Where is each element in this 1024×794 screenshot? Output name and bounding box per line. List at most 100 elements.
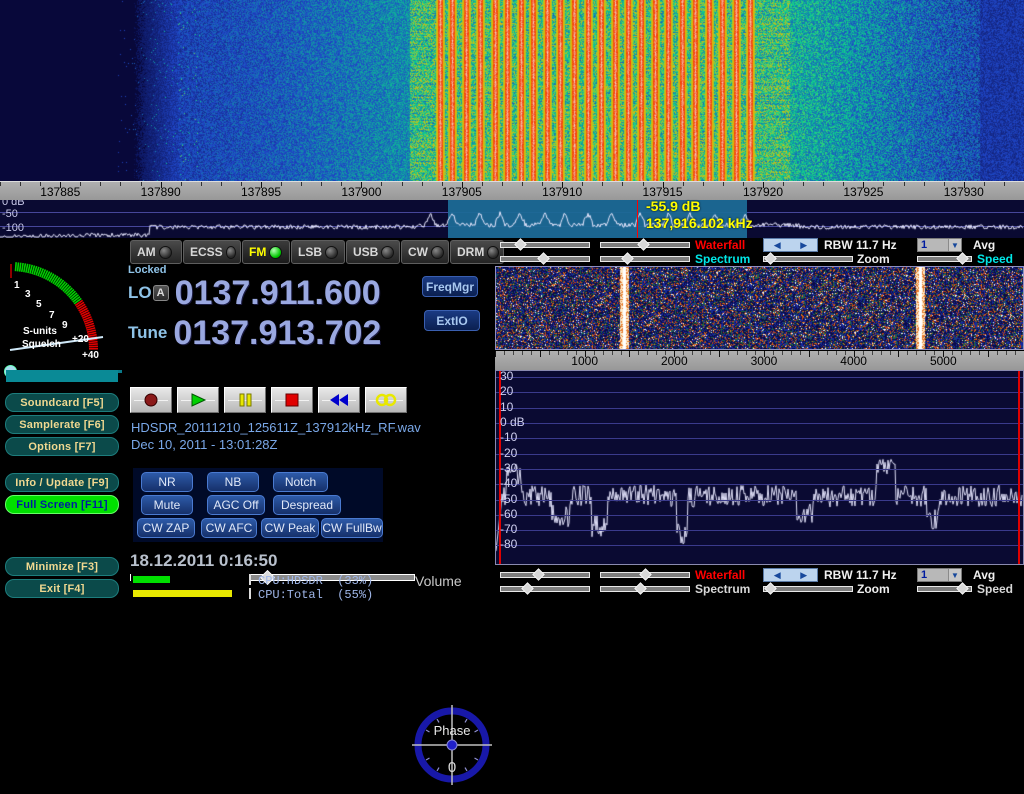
transport-controls[interactable] [130, 387, 407, 413]
chevron-down-icon[interactable]: ▼ [948, 569, 961, 581]
options-button[interactable]: Options [F7] [5, 437, 119, 456]
info-update-button[interactable]: Info / Update [F9] [5, 473, 119, 492]
af-waterfall-brightness-slider[interactable] [600, 569, 690, 580]
minimize-button[interactable]: Minimize [F3] [5, 557, 119, 576]
waterfall-brightness-knob[interactable] [637, 238, 649, 250]
mode-led-icon[interactable] [226, 246, 236, 259]
tune-frequency-value[interactable]: 0137.913.702 [173, 316, 381, 350]
spectrum-brightness-slider[interactable] [600, 253, 690, 264]
dsp-button-nb[interactable]: NB [207, 472, 259, 492]
speed-knob-top[interactable] [956, 252, 968, 264]
af-tick [970, 351, 971, 355]
dsp-button-notch[interactable]: Notch [273, 472, 328, 492]
dsp-button-nr[interactable]: NR [141, 472, 193, 492]
rf-waterfall-display[interactable] [0, 0, 1024, 181]
speed-slider-bottom[interactable] [917, 583, 972, 594]
loop-button[interactable] [365, 387, 407, 413]
cursor-frequency: 137,916.102 kHz [646, 215, 753, 232]
spectrum-contrast-slider[interactable] [500, 253, 590, 264]
mode-led-icon[interactable] [269, 246, 282, 259]
af-waterfall-display[interactable] [495, 266, 1024, 350]
waterfall-contrast-slider[interactable] [500, 239, 590, 250]
mode-led-icon[interactable] [431, 246, 444, 259]
af-waterfall-contrast-slider[interactable] [500, 569, 590, 580]
left-arrow-icon[interactable]: ◀ [774, 240, 781, 251]
dsp-button-cw-zap[interactable]: CW ZAP [137, 518, 195, 538]
left-arrow-icon[interactable]: ◀ [774, 570, 781, 581]
speed-knob-bottom[interactable] [956, 582, 968, 594]
af-spectrum-contrast-knob[interactable] [521, 582, 533, 594]
zoom-knob-bottom[interactable] [764, 582, 776, 594]
soundcard-button[interactable]: Soundcard [F5] [5, 393, 119, 412]
af-spectrum-brightness-slider[interactable] [600, 583, 690, 594]
mode-button-lsb[interactable]: LSB [291, 240, 345, 264]
mode-button-fm[interactable]: FM [242, 240, 290, 264]
mode-led-icon[interactable] [325, 246, 338, 259]
full-screen-button[interactable]: Full Screen [F11] [5, 495, 119, 514]
phase-display[interactable]: Phase 0 [408, 701, 496, 789]
spectrum-brightness-knob[interactable] [621, 252, 633, 264]
spectrum-mode-label[interactable]: Spectrum [695, 252, 750, 266]
af-waterfall-mode-label[interactable]: Waterfall [695, 568, 745, 582]
lo-tag: LO [128, 283, 152, 303]
samplerate-button[interactable]: Samplerate [F6] [5, 415, 119, 434]
lo-row[interactable]: LO A 0137.911.600 [128, 276, 381, 310]
dsp-button-agc-off[interactable]: AGC Off [207, 495, 265, 515]
pause-button[interactable] [224, 387, 266, 413]
af-tick [836, 351, 837, 355]
cursor-readout: -55.9 dB 137,916.102 kHz [646, 198, 753, 232]
rf-spectrum-display[interactable]: 0 dB -50 -100 [0, 200, 1024, 238]
mode-led-icon[interactable] [381, 246, 394, 259]
af-waterfall-brightness-knob[interactable] [639, 568, 651, 580]
mode-button-am[interactable]: AM [130, 240, 182, 264]
dsp-button-cw-peak[interactable]: CW Peak [261, 518, 319, 538]
lock-toggle-button[interactable]: A [153, 285, 169, 301]
mode-button-usb[interactable]: USB [346, 240, 400, 264]
rf-waterfall-canvas[interactable] [0, 0, 1024, 181]
rewind-button[interactable] [318, 387, 360, 413]
right-arrow-icon[interactable]: ▶ [800, 240, 807, 251]
freq-manager-button[interactable]: FreqMgr [422, 276, 478, 297]
zoom-slider-bottom[interactable] [763, 583, 853, 594]
af-waterfall-contrast-knob[interactable] [532, 568, 544, 580]
ext-io-button[interactable]: ExtIO [424, 310, 480, 331]
af-spectrum-contrast-slider[interactable] [500, 583, 590, 594]
dsp-button-cw-afc[interactable]: CW AFC [201, 518, 257, 538]
stop-button[interactable] [271, 387, 313, 413]
avg-dropdown-bottom[interactable]: 1 ▼ [917, 568, 962, 582]
avg-dropdown-top[interactable]: 1 ▼ [917, 238, 962, 252]
mode-led-icon[interactable] [159, 246, 172, 259]
vfo-marker-line[interactable] [637, 200, 638, 238]
exit-button[interactable]: Exit [F4] [5, 579, 119, 598]
zoom-knob-top[interactable] [764, 252, 776, 264]
spectrum-contrast-knob[interactable] [537, 252, 549, 264]
right-arrow-icon[interactable]: ▶ [800, 570, 807, 581]
play-button[interactable] [177, 387, 219, 413]
record-button[interactable] [130, 387, 172, 413]
speed-slider-top[interactable] [917, 253, 972, 264]
waterfall-brightness-slider[interactable] [600, 239, 690, 250]
waterfall-mode-label[interactable]: Waterfall [695, 238, 745, 252]
mode-button-cw[interactable]: CW [401, 240, 449, 264]
dsp-button-mute[interactable]: Mute [141, 495, 193, 515]
waterfall-contrast-knob[interactable] [514, 238, 526, 250]
mode-button-ecss[interactable]: ECSS [183, 240, 241, 264]
af-waterfall-step-arrows[interactable]: ◀ ▶ [763, 568, 818, 582]
tune-row[interactable]: Tune 0137.913.702 [128, 316, 381, 350]
af-spectrum-mode-label[interactable]: Spectrum [695, 582, 750, 596]
dsp-button-despread[interactable]: Despread [273, 495, 341, 515]
lo-frequency-value[interactable]: 0137.911.600 [175, 276, 381, 310]
zoom-slider-top[interactable] [763, 253, 853, 264]
af-tick [549, 351, 550, 355]
af-tick [827, 351, 828, 355]
waterfall-step-arrows[interactable]: ◀ ▶ [763, 238, 818, 252]
chevron-down-icon[interactable]: ▼ [948, 239, 961, 251]
dsp-button-cw-fullbw[interactable]: CW FullBw [321, 518, 383, 538]
af-waterfall-canvas[interactable] [496, 267, 1023, 349]
af-spectrum-brightness-knob[interactable] [634, 582, 646, 594]
